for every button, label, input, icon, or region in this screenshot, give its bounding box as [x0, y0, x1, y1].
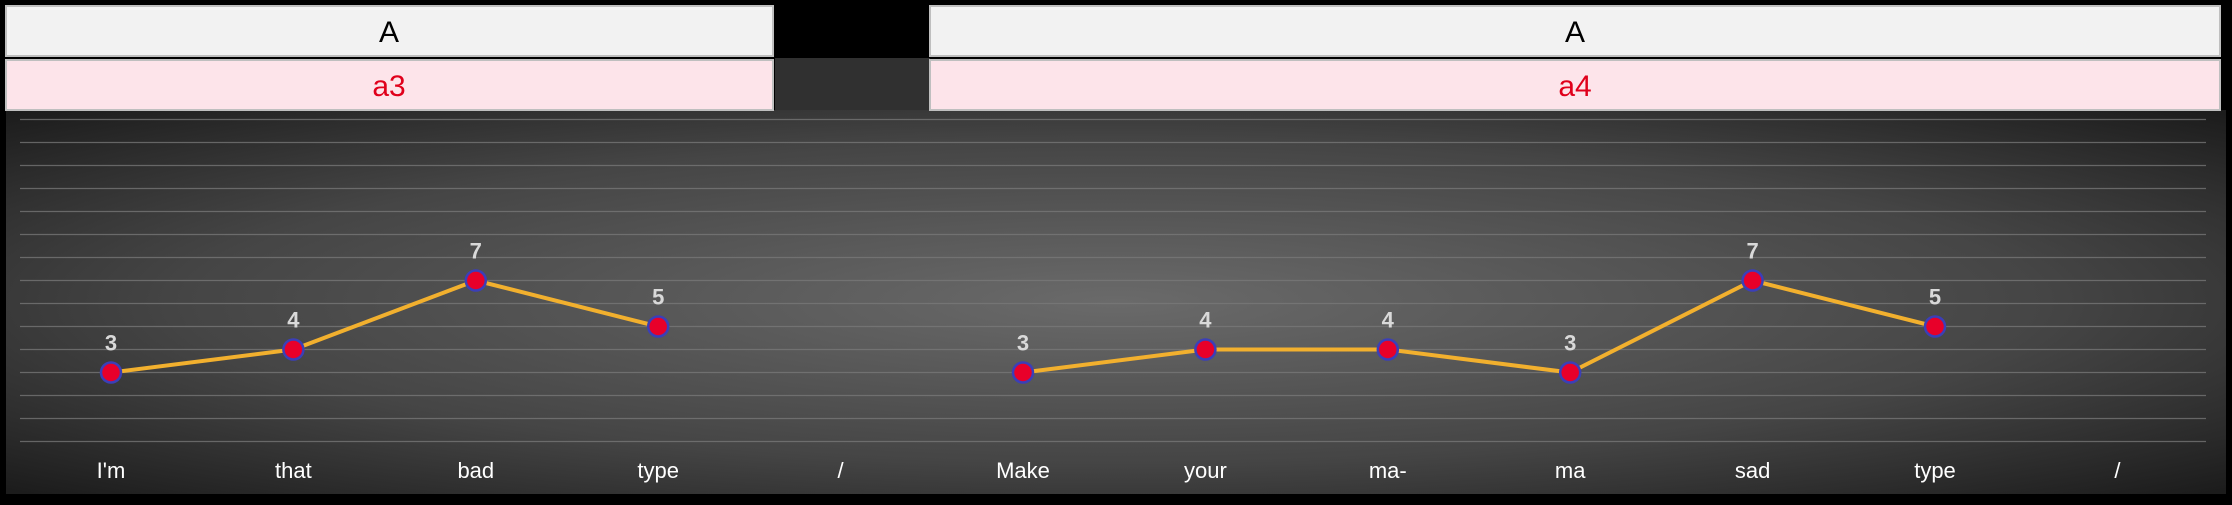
header-block-1: A a3: [5, 5, 774, 111]
data-point: [1923, 315, 1947, 338]
data-label: 4: [287, 308, 300, 333]
data-label: 3: [1017, 331, 1029, 356]
series-line: [110, 278, 659, 375]
x-tick-label: Make: [996, 458, 1050, 483]
data-label: 5: [652, 285, 664, 310]
data-point: [1194, 338, 1217, 361]
section-header-label: A: [1565, 16, 1585, 49]
data-label: 4: [1199, 308, 1212, 333]
plot-area-gap: [775, 58, 930, 110]
gridlines: [20, 118, 2206, 443]
x-tick-label: I'm: [97, 458, 126, 483]
plot-area: [6, 110, 2226, 494]
x-tick-label: /: [838, 458, 845, 483]
x-tick-label: type: [637, 458, 679, 483]
section-header-box: [929, 5, 2221, 57]
x-tick-label: ma: [1555, 458, 1586, 483]
series-lines: [110, 278, 1936, 375]
data-point: [1558, 361, 1582, 384]
data-label: 7: [470, 239, 482, 264]
segment-header-label: a3: [372, 70, 405, 103]
data-point: [1741, 269, 1764, 292]
x-tick-label: bad: [457, 458, 494, 483]
segment-header-box: [5, 59, 774, 111]
data-point: [1376, 338, 1400, 361]
section-header-box: [5, 5, 774, 57]
data-point: [282, 338, 305, 361]
data-point: [1011, 361, 1035, 384]
data-label: 7: [1746, 239, 1758, 264]
x-tick-label: type: [1914, 458, 1956, 483]
data-point: [646, 315, 670, 338]
data-label: 5: [1929, 285, 1941, 310]
x-tick-label: your: [1184, 458, 1227, 483]
data-point: [464, 269, 488, 292]
series-line: [1022, 278, 1936, 375]
data-label: 3: [105, 331, 117, 356]
series-markers: [99, 269, 1947, 384]
section-header-label: A: [379, 16, 399, 49]
data-label: 4: [1382, 308, 1395, 333]
data-point: [99, 361, 123, 384]
x-tick-label: ma-: [1369, 458, 1407, 483]
segment-header-box: [929, 59, 2221, 111]
segment-header-label: a4: [1558, 70, 1591, 103]
x-tick-label: that: [275, 458, 312, 483]
data-label: 3: [1564, 331, 1576, 356]
header-block-2: A a4: [929, 5, 2221, 111]
x-tick-labels: I'm that bad type / Make your ma-ma sad type /: [97, 458, 2122, 483]
x-tick-label: sad: [1735, 458, 1770, 483]
data-labels: 3 4 7 5 3 4 4 3 7 5: [105, 239, 1941, 356]
x-tick-label: /: [2114, 458, 2121, 483]
